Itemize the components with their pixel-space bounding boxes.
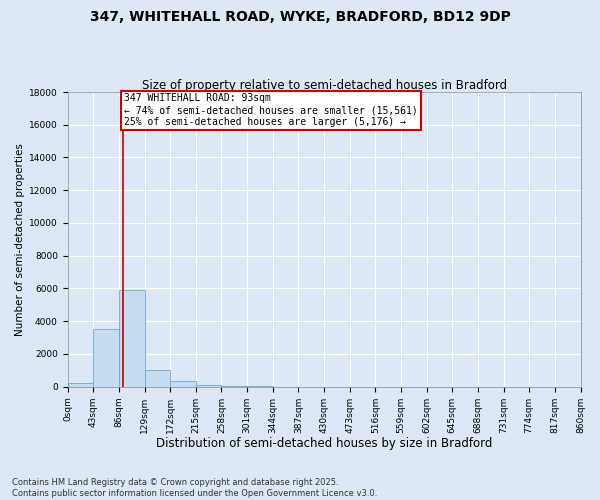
Text: 347, WHITEHALL ROAD, WYKE, BRADFORD, BD12 9DP: 347, WHITEHALL ROAD, WYKE, BRADFORD, BD1… bbox=[89, 10, 511, 24]
Y-axis label: Number of semi-detached properties: Number of semi-detached properties bbox=[15, 143, 25, 336]
Text: Contains HM Land Registry data © Crown copyright and database right 2025.
Contai: Contains HM Land Registry data © Crown c… bbox=[12, 478, 377, 498]
Bar bbox=[68, 384, 93, 386]
Text: 347 WHITEHALL ROAD: 93sqm
← 74% of semi-detached houses are smaller (15,561)
25%: 347 WHITEHALL ROAD: 93sqm ← 74% of semi-… bbox=[124, 94, 418, 126]
Title: Size of property relative to semi-detached houses in Bradford: Size of property relative to semi-detach… bbox=[142, 79, 506, 92]
Bar bbox=[93, 330, 119, 386]
X-axis label: Distribution of semi-detached houses by size in Bradford: Distribution of semi-detached houses by … bbox=[156, 437, 492, 450]
Bar bbox=[145, 370, 170, 386]
Bar bbox=[170, 381, 196, 386]
Bar bbox=[119, 290, 145, 386]
Bar bbox=[196, 385, 221, 386]
